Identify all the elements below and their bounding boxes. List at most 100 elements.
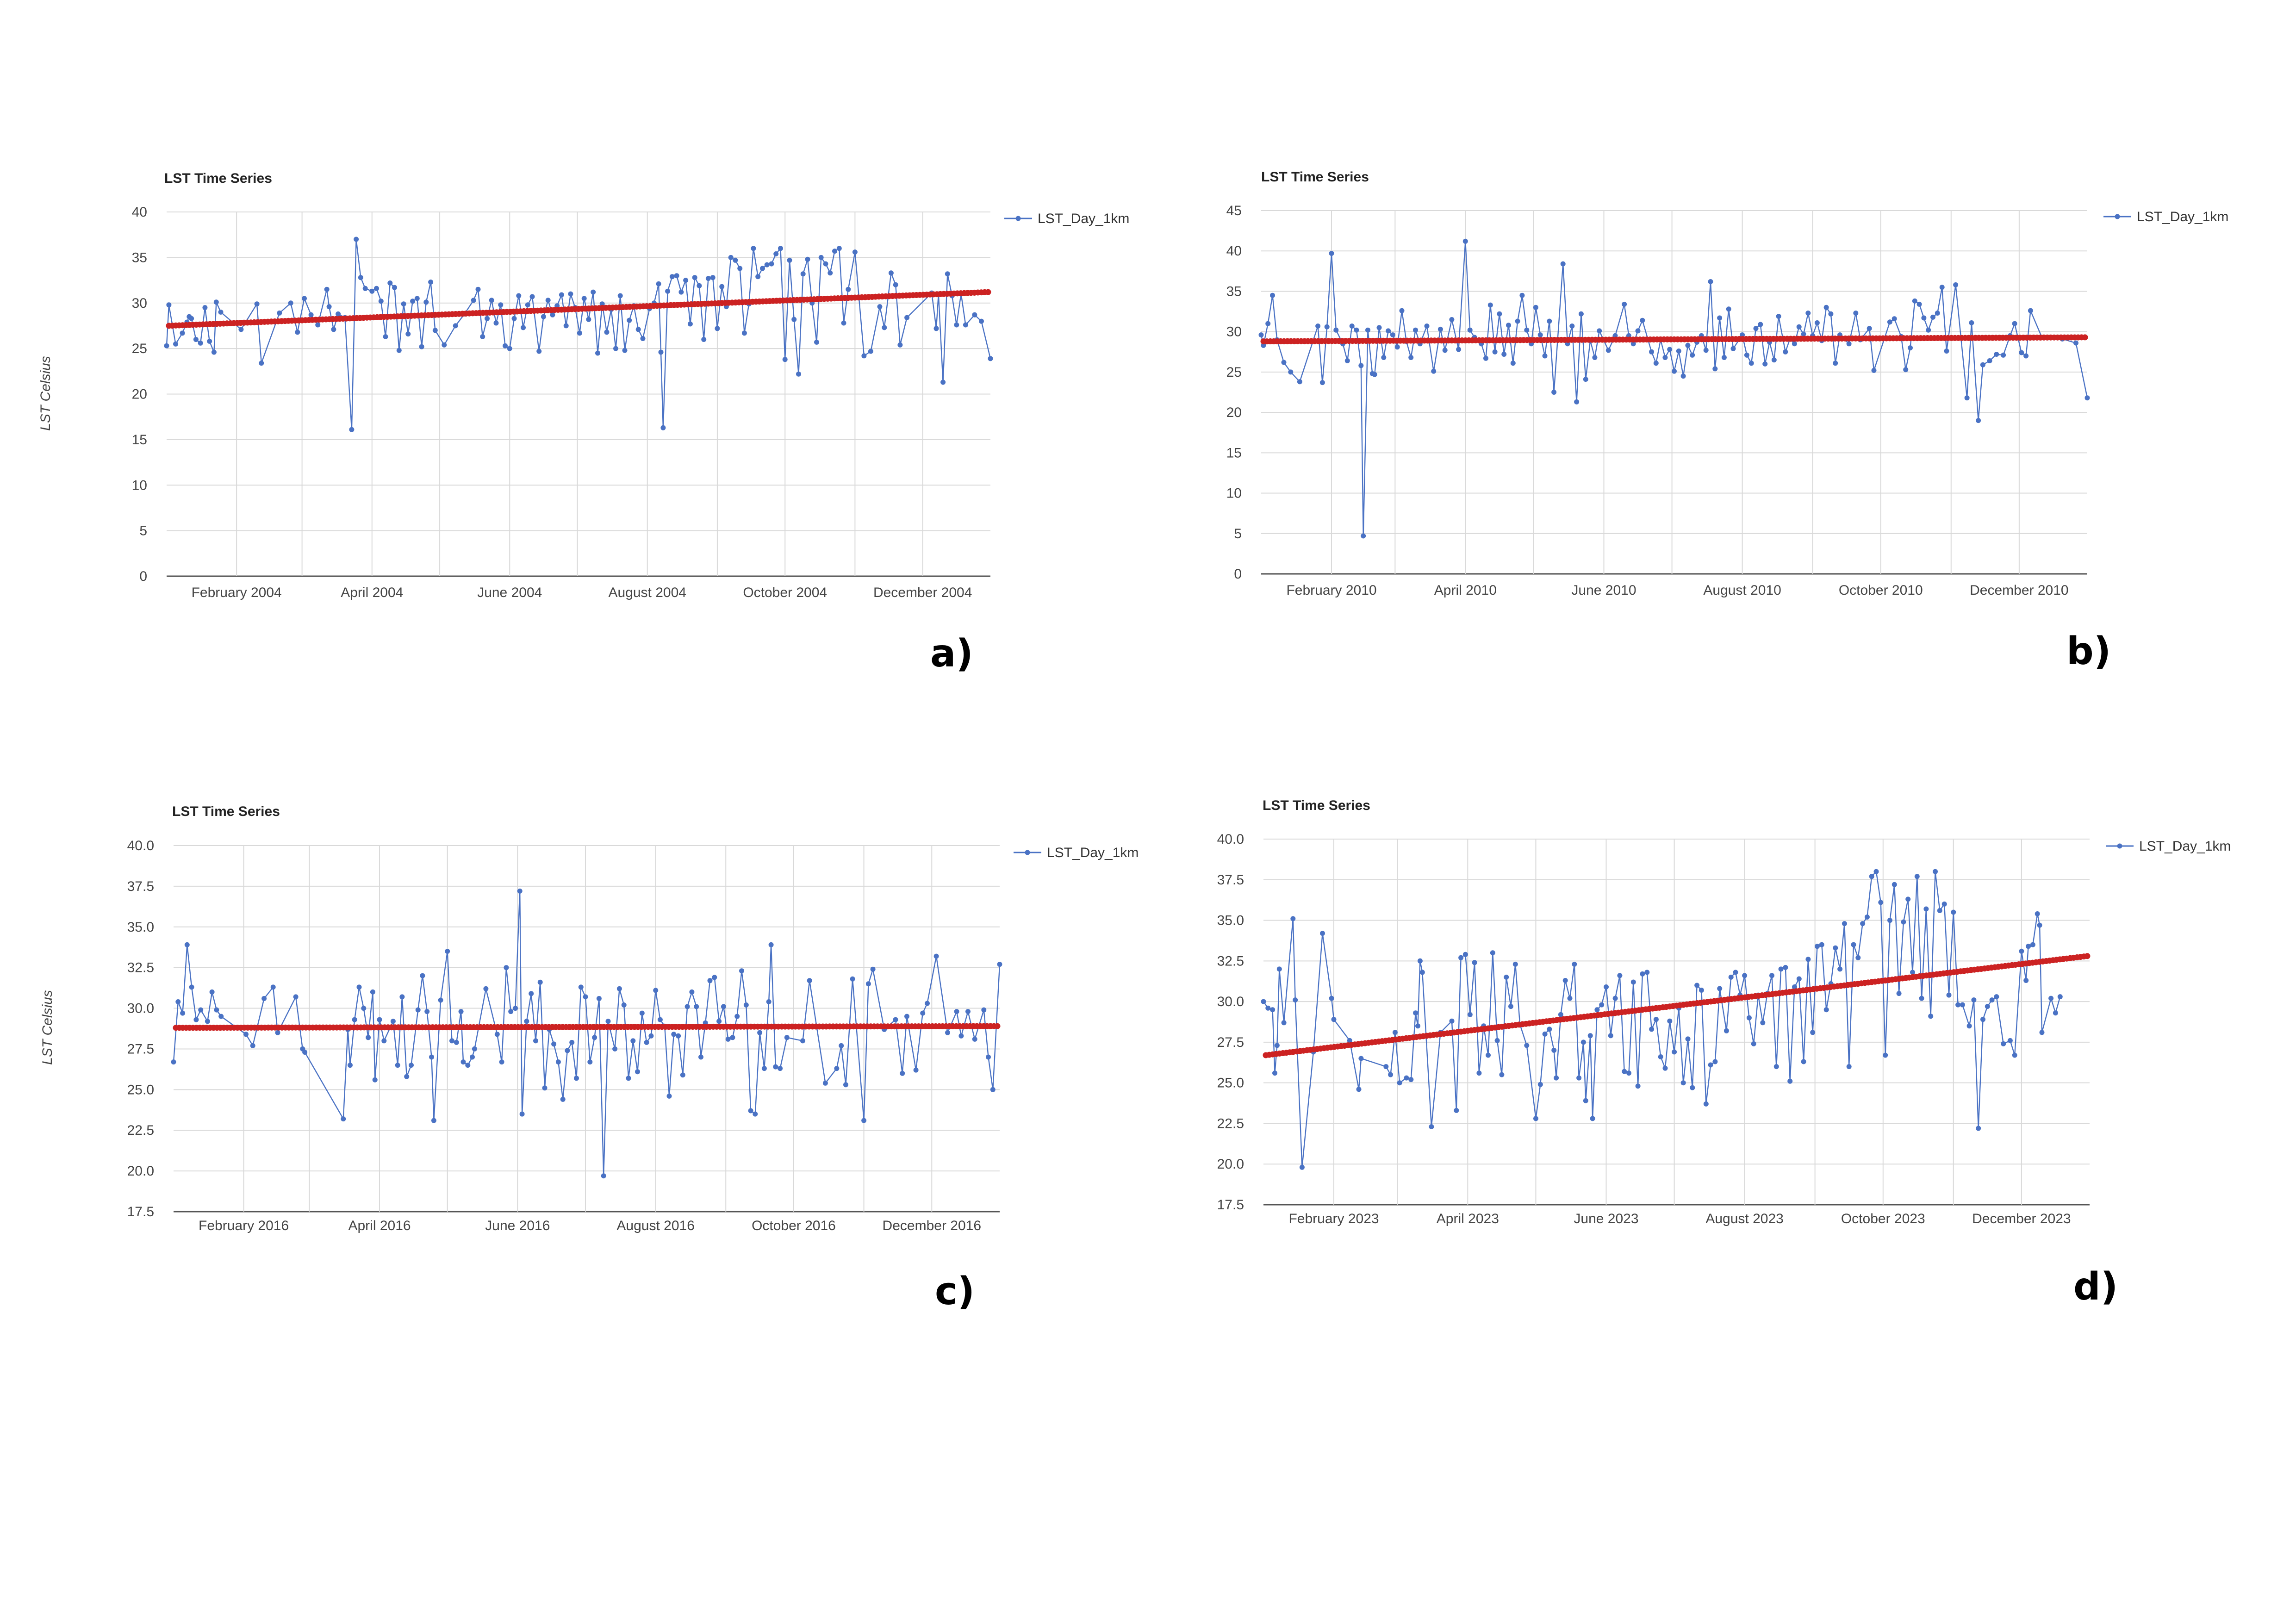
data-point bbox=[1937, 908, 1942, 913]
data-point bbox=[653, 988, 659, 993]
data-point bbox=[660, 425, 666, 430]
data-point bbox=[550, 312, 555, 317]
data-point bbox=[507, 346, 512, 351]
data-point bbox=[1883, 1052, 1888, 1058]
data-point bbox=[1376, 325, 1382, 330]
data-point bbox=[586, 317, 591, 322]
data-point bbox=[277, 310, 282, 316]
data-point bbox=[635, 1069, 640, 1075]
data-point bbox=[1297, 379, 1302, 385]
data-point bbox=[432, 328, 438, 333]
data-point bbox=[1281, 1020, 1287, 1026]
data-point bbox=[665, 288, 671, 294]
legend-marker bbox=[2115, 214, 2120, 219]
data-point bbox=[2039, 1030, 2045, 1035]
data-point bbox=[900, 1070, 905, 1076]
x-tick-label: April 2023 bbox=[1437, 1211, 1499, 1226]
chart-title: LST Time Series bbox=[172, 804, 280, 819]
data-point bbox=[1905, 896, 1911, 902]
series-line bbox=[173, 891, 1001, 1176]
data-point bbox=[396, 348, 402, 353]
data-point bbox=[2030, 942, 2035, 947]
y-tick-label: 32.5 bbox=[1217, 953, 1244, 969]
data-point bbox=[818, 255, 824, 260]
panel-label: d) bbox=[2073, 1265, 2118, 1309]
data-point bbox=[1792, 341, 1797, 347]
data-point bbox=[678, 289, 684, 295]
panel-label: c) bbox=[935, 1269, 975, 1313]
data-point bbox=[198, 340, 203, 346]
data-point bbox=[198, 1007, 204, 1013]
data-point bbox=[1910, 970, 1915, 975]
data-point bbox=[1853, 311, 1859, 316]
data-point bbox=[1533, 1116, 1538, 1121]
y-tick-label: 17.5 bbox=[127, 1204, 154, 1220]
data-point bbox=[904, 1014, 909, 1019]
trend-point bbox=[2084, 953, 2091, 959]
data-point bbox=[913, 1067, 919, 1073]
data-point bbox=[865, 981, 871, 987]
data-point bbox=[1837, 966, 1843, 972]
data-point bbox=[1712, 366, 1718, 372]
data-point bbox=[2053, 1010, 2058, 1016]
data-point bbox=[1994, 352, 1999, 357]
data-point bbox=[1751, 1041, 1756, 1046]
data-point bbox=[395, 1063, 400, 1068]
data-point bbox=[410, 299, 416, 304]
legend-marker bbox=[1025, 850, 1030, 855]
data-point bbox=[475, 286, 481, 292]
data-point bbox=[293, 994, 299, 1000]
data-point bbox=[1265, 1005, 1271, 1011]
data-point bbox=[218, 309, 224, 315]
data-point bbox=[1685, 342, 1691, 348]
data-point bbox=[569, 1039, 575, 1045]
data-point bbox=[449, 1038, 454, 1044]
data-point bbox=[1726, 306, 1731, 312]
data-point bbox=[595, 350, 600, 356]
data-point bbox=[414, 296, 420, 301]
data-point bbox=[1815, 944, 1820, 949]
y-tick-label: 5 bbox=[1234, 526, 1242, 541]
data-point bbox=[1635, 1083, 1641, 1089]
data-point bbox=[1281, 360, 1287, 365]
data-point bbox=[352, 1017, 357, 1022]
data-point bbox=[315, 322, 321, 328]
data-point bbox=[525, 302, 530, 308]
data-point bbox=[209, 989, 215, 995]
data-point bbox=[979, 318, 984, 324]
data-point bbox=[1703, 1101, 1709, 1107]
data-point bbox=[348, 1063, 353, 1068]
trend-point bbox=[985, 289, 991, 295]
data-point bbox=[601, 1173, 606, 1179]
data-point bbox=[1270, 292, 1275, 298]
data-point bbox=[1320, 931, 1325, 936]
data-point bbox=[1887, 918, 1892, 923]
data-point bbox=[1590, 1116, 1595, 1121]
x-tick-label: August 2010 bbox=[1703, 583, 1781, 598]
data-point bbox=[1554, 1075, 1559, 1081]
data-point bbox=[587, 1059, 593, 1065]
data-point bbox=[1823, 1007, 1829, 1013]
data-point bbox=[787, 257, 792, 263]
data-point bbox=[1381, 355, 1387, 360]
y-tick-label: 22.5 bbox=[127, 1123, 154, 1138]
data-point bbox=[954, 322, 959, 328]
data-point bbox=[988, 356, 993, 361]
data-point bbox=[1724, 1028, 1729, 1033]
y-tick-label: 27.5 bbox=[127, 1041, 154, 1057]
data-point bbox=[1261, 342, 1266, 348]
data-point bbox=[920, 1010, 926, 1016]
y-tick-label: 10 bbox=[132, 478, 147, 493]
data-point bbox=[1431, 368, 1437, 374]
data-point bbox=[2028, 308, 2033, 313]
data-point bbox=[504, 965, 509, 971]
data-point bbox=[2073, 340, 2078, 346]
data-point bbox=[369, 288, 375, 294]
data-point bbox=[1329, 996, 1334, 1001]
data-point bbox=[945, 271, 950, 277]
data-point bbox=[358, 275, 363, 280]
data-point bbox=[541, 314, 546, 319]
data-point bbox=[1604, 984, 1609, 989]
data-point bbox=[1358, 363, 1364, 368]
